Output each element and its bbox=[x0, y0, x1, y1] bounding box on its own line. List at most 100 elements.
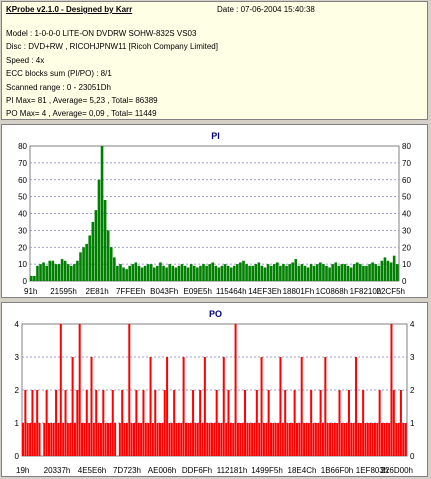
po-bar bbox=[343, 423, 346, 456]
pi-bar bbox=[192, 265, 196, 281]
pi-bar bbox=[220, 265, 224, 281]
po-bar bbox=[196, 423, 199, 456]
po-ytick-left: 1 bbox=[15, 419, 20, 428]
po-ytick-left: 0 bbox=[15, 452, 20, 461]
pi-bar bbox=[177, 265, 181, 281]
po-bar bbox=[340, 423, 343, 456]
po-bar bbox=[319, 390, 322, 456]
pi-bar bbox=[128, 265, 132, 281]
po-bar bbox=[300, 357, 303, 456]
po-bar bbox=[220, 423, 223, 456]
po-bar bbox=[69, 423, 72, 456]
pi-bar bbox=[205, 265, 208, 281]
po-bar bbox=[38, 423, 41, 456]
pi-bar bbox=[352, 264, 356, 281]
pi-bar bbox=[156, 265, 159, 281]
po-bar bbox=[404, 423, 407, 456]
po-bar bbox=[109, 423, 112, 456]
po-bar bbox=[272, 423, 275, 456]
pi-bar bbox=[254, 264, 258, 281]
po-bar bbox=[45, 390, 48, 456]
po-bar bbox=[170, 423, 173, 456]
po-bar bbox=[364, 423, 367, 456]
po-bar bbox=[265, 423, 268, 456]
pi-bar bbox=[30, 275, 33, 281]
po-bar bbox=[83, 423, 86, 456]
pi-stats-line: PI Max= 81 , Average= 5,23 , Total= 8638… bbox=[6, 96, 158, 105]
pi-bar bbox=[217, 267, 221, 281]
pi-bar bbox=[116, 265, 119, 281]
po-bar bbox=[189, 423, 192, 456]
pi-bar bbox=[340, 264, 344, 281]
pi-bar bbox=[119, 264, 122, 281]
model-line: Model : 1-0-0-0 LITE-ON DVDRW SOHW-832S … bbox=[6, 29, 197, 38]
po-bar bbox=[298, 423, 301, 456]
po-bar bbox=[85, 390, 88, 456]
po-bar bbox=[371, 423, 374, 456]
po-bar bbox=[33, 423, 36, 456]
po-bar bbox=[99, 423, 102, 456]
pi-bar bbox=[386, 260, 390, 281]
pi-bar bbox=[355, 262, 359, 281]
pi-chart-title: PI bbox=[211, 131, 220, 141]
pi-bar bbox=[165, 267, 168, 281]
disc-line: Disc : DVD+RW , RICOHJPNW11 [Ricoh Compa… bbox=[6, 42, 218, 51]
po-bar bbox=[92, 423, 95, 456]
pi-ytick-left: 50 bbox=[18, 193, 27, 202]
pi-ytick-right: 60 bbox=[402, 176, 411, 185]
pi-bar bbox=[162, 265, 165, 281]
pi-bar bbox=[288, 264, 291, 281]
po-bar bbox=[258, 423, 261, 456]
pi-bar bbox=[79, 252, 82, 281]
pi-bar bbox=[36, 265, 39, 281]
po-bar bbox=[210, 423, 213, 456]
po-ytick-right: 2 bbox=[410, 386, 415, 395]
po-bar bbox=[203, 357, 206, 456]
pi-bar bbox=[312, 265, 316, 281]
pi-bar bbox=[248, 265, 251, 281]
po-bar bbox=[345, 423, 348, 456]
po-bar bbox=[121, 390, 124, 456]
po-xtick: 18E4Ch bbox=[288, 466, 317, 475]
pi-bar bbox=[174, 267, 178, 281]
po-bar bbox=[36, 390, 39, 456]
po-bar bbox=[366, 423, 369, 456]
po-bar bbox=[324, 357, 327, 456]
po-bar bbox=[175, 423, 178, 456]
po-bar bbox=[307, 423, 310, 456]
pi-bar bbox=[153, 267, 156, 281]
pi-xtick: 14EF3Eh bbox=[248, 287, 281, 296]
pi-bar bbox=[383, 257, 387, 281]
po-bar bbox=[62, 423, 65, 456]
scan-date: Date : 07-06-2004 15:40:38 bbox=[217, 5, 315, 14]
po-bar bbox=[31, 390, 34, 456]
po-bar bbox=[102, 390, 105, 456]
po-bar bbox=[373, 423, 376, 456]
po-bar bbox=[236, 423, 239, 456]
pi-ytick-left: 10 bbox=[18, 260, 27, 269]
pi-bar bbox=[214, 265, 218, 281]
po-bar bbox=[286, 423, 289, 456]
pi-bar bbox=[51, 260, 55, 281]
pi-bar bbox=[239, 262, 242, 281]
po-bar bbox=[253, 423, 256, 456]
po-bar bbox=[26, 423, 29, 456]
pi-bar bbox=[306, 267, 310, 281]
pi-bar bbox=[371, 262, 374, 281]
po-xtick: 1499F5h bbox=[251, 466, 283, 475]
pi-bar bbox=[122, 267, 125, 281]
po-bar bbox=[284, 390, 287, 456]
pi-bar bbox=[91, 221, 95, 281]
po-bar bbox=[137, 423, 140, 456]
po-bar bbox=[260, 357, 263, 456]
pi-bar bbox=[285, 265, 288, 281]
po-bar bbox=[66, 423, 69, 456]
po-bar bbox=[232, 423, 235, 456]
po-ytick-left: 4 bbox=[15, 320, 20, 329]
po-bar bbox=[180, 423, 183, 456]
pi-bar bbox=[346, 265, 350, 281]
pi-bar bbox=[276, 262, 279, 281]
po-bar bbox=[385, 423, 388, 456]
pi-ytick-left: 70 bbox=[18, 159, 27, 168]
pi-ytick-right: 80 bbox=[402, 142, 411, 151]
